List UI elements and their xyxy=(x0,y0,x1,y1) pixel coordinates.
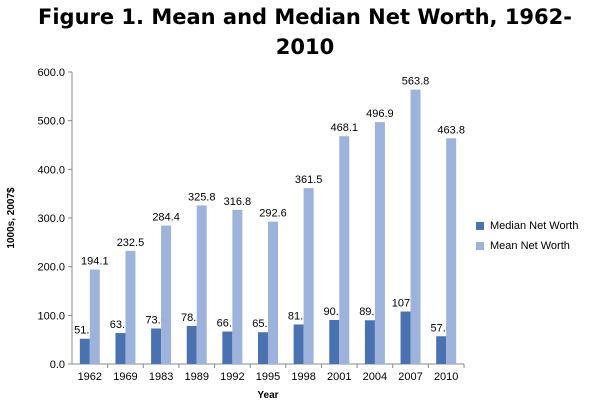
data-label-mean: 316.8 xyxy=(224,196,252,208)
x-axis-title: Year xyxy=(257,390,278,401)
data-label-mean: 496.9 xyxy=(366,108,394,120)
x-tick-label: 2010 xyxy=(434,371,458,383)
legend-label-median: Median Net Worth xyxy=(490,220,579,232)
data-label-mean: 325.8 xyxy=(188,191,216,203)
x-tick-label: 2004 xyxy=(363,371,387,383)
x-tick-label: 2001 xyxy=(327,371,351,383)
x-tick-label: 1969 xyxy=(113,371,137,383)
bar-mean xyxy=(196,205,207,364)
bar-median xyxy=(79,338,90,364)
bar-mean xyxy=(89,269,100,364)
bar-median xyxy=(115,333,126,364)
x-tick-label: 1995 xyxy=(256,371,280,383)
y-tick-label: 300.0 xyxy=(37,213,65,225)
bar-median xyxy=(222,331,233,364)
bar-mean xyxy=(339,136,350,364)
x-tick-label: 1992 xyxy=(220,371,244,383)
data-label-mean: 563.8 xyxy=(402,76,430,88)
chart-title-line-2: 2010 xyxy=(275,35,335,59)
legend-item-mean: Mean Net Worth xyxy=(476,236,578,256)
chart-title: Figure 1. Mean and Median Net Worth, 196… xyxy=(0,2,610,62)
bar-median xyxy=(186,325,197,364)
x-tick-label: 1983 xyxy=(149,371,173,383)
y-tick-label: 200.0 xyxy=(37,262,65,274)
y-tick-label: 600.0 xyxy=(37,67,65,79)
y-axis-title: 1000s, 2007$ xyxy=(6,187,17,249)
bar-median xyxy=(364,320,375,364)
x-tick-label: 1962 xyxy=(78,371,102,383)
bar-median xyxy=(258,332,268,364)
y-tick-label: 500.0 xyxy=(37,116,65,128)
data-label-mean: 194.1 xyxy=(81,256,109,268)
data-label-mean: 284.4 xyxy=(152,212,180,224)
x-tick-label: 1989 xyxy=(184,371,208,383)
bar-mean xyxy=(232,209,243,364)
data-label-mean: 361.5 xyxy=(295,174,323,186)
bar-mean xyxy=(446,138,457,364)
y-tick-label: 400.0 xyxy=(37,164,65,176)
bar-mean xyxy=(125,250,136,364)
data-label-mean: 232.5 xyxy=(117,237,145,249)
bar-mean xyxy=(374,122,385,365)
legend-swatch-mean xyxy=(476,242,484,250)
bar-mean xyxy=(268,221,278,364)
legend-item-median: Median Net Worth xyxy=(476,216,578,236)
bar-mean xyxy=(410,89,421,364)
y-tick-label: 100.0 xyxy=(37,310,65,322)
legend-label-mean: Mean Net Worth xyxy=(490,240,570,252)
y-tick-label: 0.0 xyxy=(50,359,65,371)
bar-median xyxy=(151,328,162,364)
bar-median xyxy=(293,324,304,364)
chart-title-line-1: Figure 1. Mean and Median Net Worth, 196… xyxy=(38,5,572,29)
bar-mean xyxy=(303,188,314,364)
x-tick-label: 1998 xyxy=(291,371,315,383)
bar-median xyxy=(329,319,340,364)
data-label-mean: 468.1 xyxy=(331,122,359,134)
bar-median xyxy=(436,336,447,364)
bar-mean xyxy=(161,225,172,364)
data-label-mean: 292.6 xyxy=(259,208,287,220)
legend-swatch-median xyxy=(476,222,484,230)
x-tick-label: 2007 xyxy=(398,371,422,383)
chart-legend: Median Net Worth Mean Net Worth xyxy=(476,216,578,256)
bar-median xyxy=(400,311,411,364)
data-label-mean: 463.8 xyxy=(437,124,465,136)
